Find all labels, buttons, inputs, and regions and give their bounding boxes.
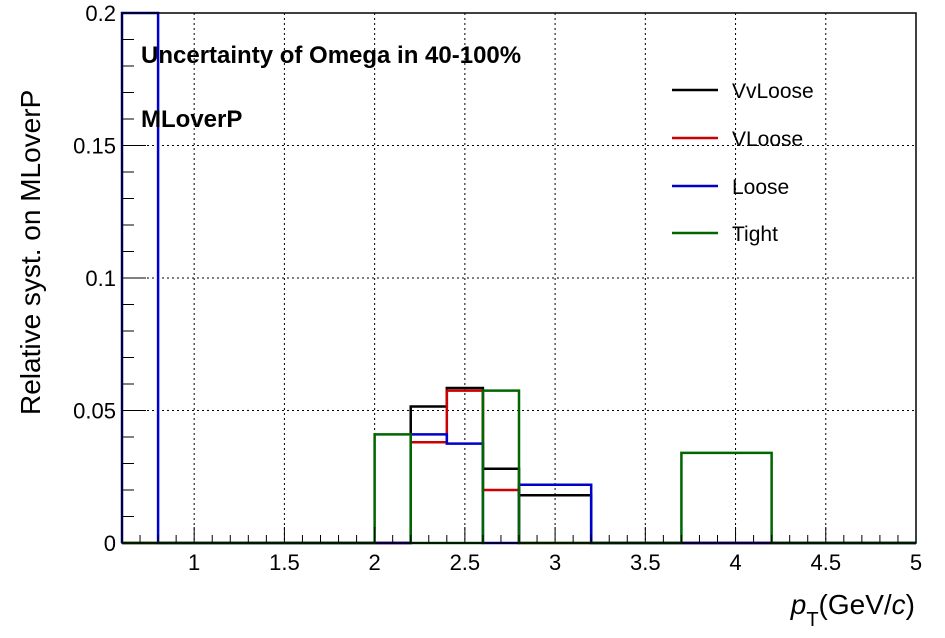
x-axis-title-c: c xyxy=(892,589,906,620)
annotation-variable: MLoverP xyxy=(141,106,242,133)
x-tick-label: 4.5 xyxy=(810,550,841,575)
ticks xyxy=(121,12,917,544)
x-axis-title-p: p xyxy=(790,589,807,620)
legend: VvLoose VLoose Loose Tight xyxy=(672,80,814,246)
x-tick-label: 1 xyxy=(188,550,200,575)
x-tick-label: 4 xyxy=(729,550,741,575)
x-axis-title-sub: T xyxy=(806,609,818,631)
x-tick-label: 5 xyxy=(910,550,922,575)
x-tick-label: 3 xyxy=(549,550,561,575)
x-axis-title-close: ) xyxy=(906,589,915,620)
x-axis-title-unit: (GeV/ xyxy=(819,589,892,620)
x-axis-title: pT(GeV/c) xyxy=(790,589,915,631)
tick-labels: 1 1.5 2 2.5 3 3.5 4 4.5 5 0 0.05 0.1 0.15 0.2 xyxy=(73,1,922,575)
y-tick-label: 0 xyxy=(104,531,116,556)
x-tick-label: 1.5 xyxy=(269,550,300,575)
x-tick-label: 2.5 xyxy=(450,550,481,575)
annotation-title: Uncertainty of Omega in 40-100% xyxy=(141,42,521,69)
x-tick-label: 2 xyxy=(369,550,381,575)
x-tick-label: 3.5 xyxy=(630,550,661,575)
y-tick-label: 0.15 xyxy=(73,134,116,159)
legend-label-vvloose: VvLoose xyxy=(732,80,814,103)
y-axis-title: Relative syst. on MLoverP xyxy=(15,90,46,415)
legend-label-vloose: VLoose xyxy=(732,128,803,151)
legend-label-tight: Tight xyxy=(732,223,778,246)
legend-label-loose: Loose xyxy=(732,176,789,199)
y-tick-label: 0.2 xyxy=(85,1,116,26)
y-tick-label: 0.05 xyxy=(73,399,116,424)
y-tick-label: 0.1 xyxy=(85,266,116,291)
